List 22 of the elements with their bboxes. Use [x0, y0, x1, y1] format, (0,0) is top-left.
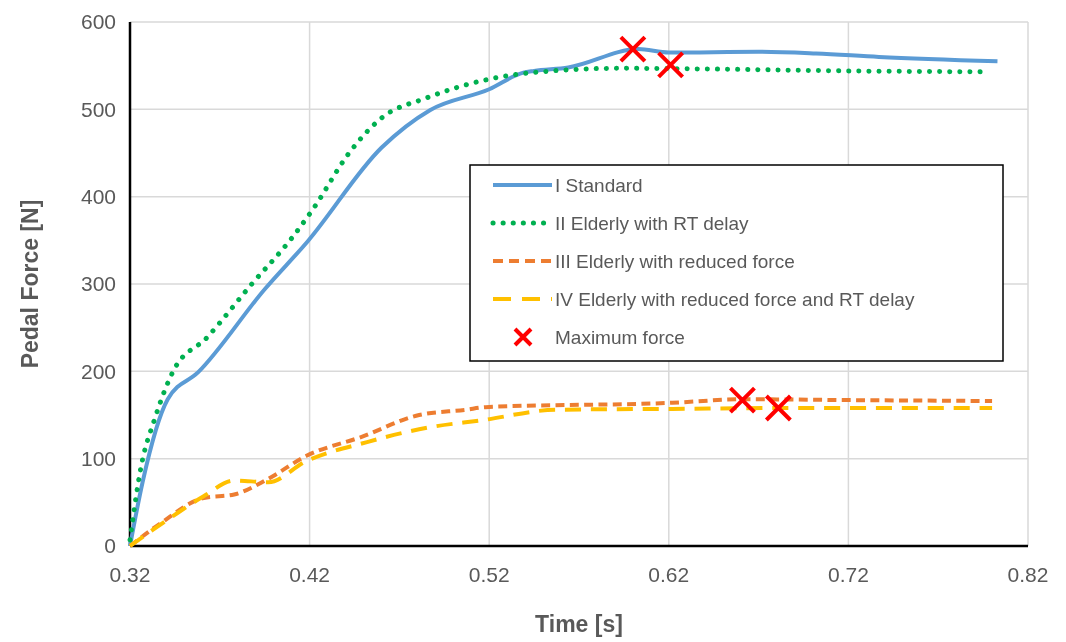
x-tick-label: 0.82 [1007, 563, 1049, 586]
y-tick-label: 0 [104, 534, 116, 558]
point [618, 35, 647, 64]
legend-label: II Elderly with RT delay [555, 212, 750, 234]
y-tick-label: 300 [80, 272, 116, 296]
legend-label: III Elderly with reduced force [555, 250, 795, 272]
y-tick-label: 600 [80, 10, 116, 34]
y-tick-label: 400 [80, 185, 116, 209]
legend-label: IV Elderly with reduced force and RT delay [555, 288, 915, 310]
point [656, 50, 685, 79]
y-axis-title: Pedal Force [N] [17, 199, 43, 369]
x-tick-label: 0.62 [648, 563, 690, 586]
y-tick-label: 100 [80, 447, 116, 471]
y-tick-label: 200 [80, 359, 116, 383]
x-axis-title: Time [s] [535, 611, 623, 637]
x-tick-label: 0.52 [468, 563, 510, 586]
legend-label: Maximum force [555, 326, 685, 348]
x-tick-label: 0.72 [827, 563, 869, 586]
x-tick-label: 0.42 [289, 563, 331, 586]
x-tick-label: 0.32 [109, 563, 151, 586]
legend-label: I Standard [555, 174, 643, 196]
y-tick-label: 500 [80, 97, 116, 121]
